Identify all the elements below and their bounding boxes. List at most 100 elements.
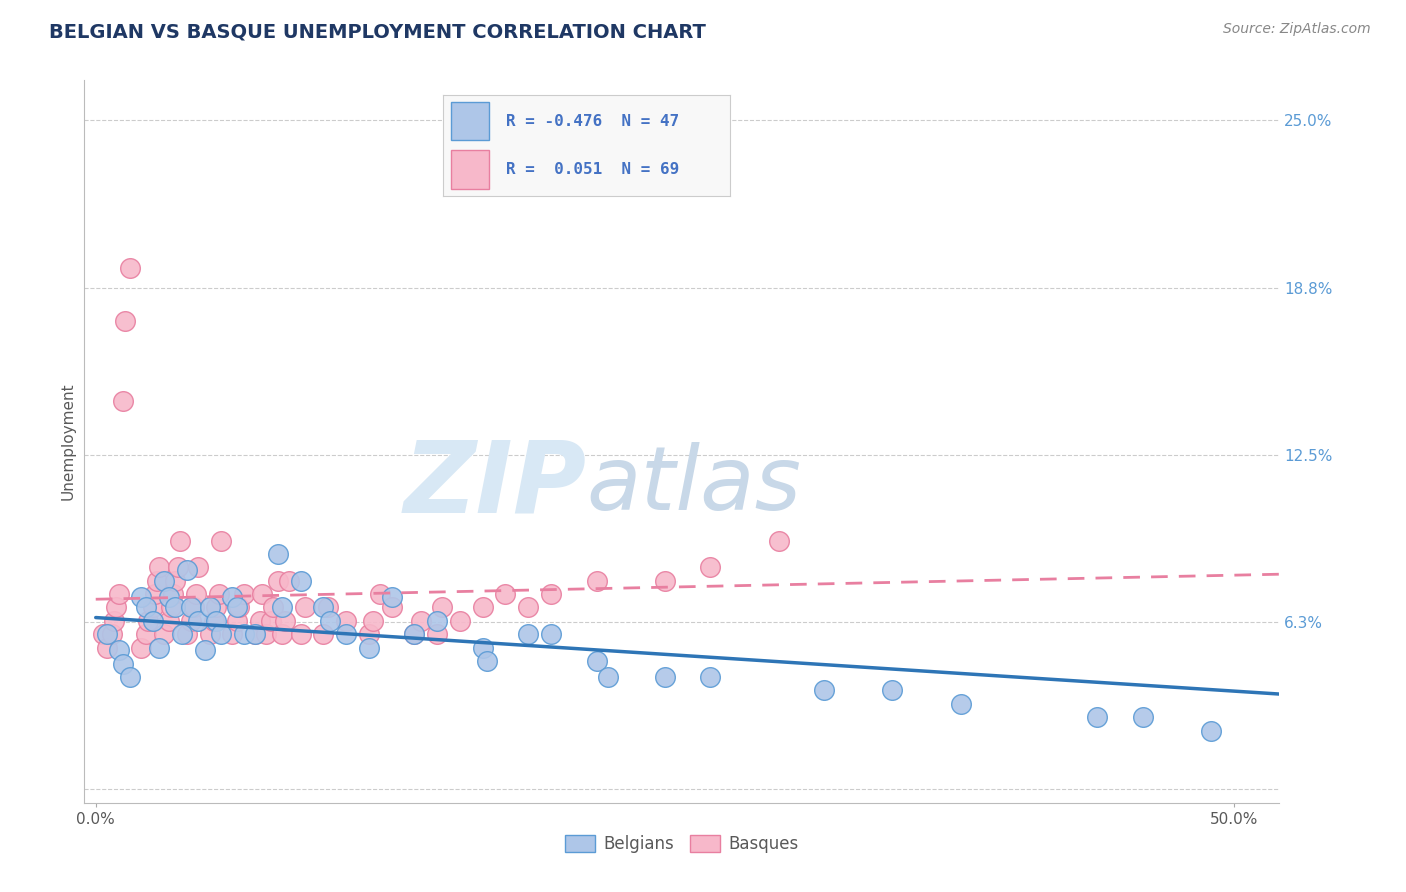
Point (260, 614, 283, 628)
Point (172, 627, 194, 641)
Point (699, 670, 721, 684)
Point (184, 587, 207, 601)
Point (813, 683, 835, 698)
Point (1199, 723, 1222, 738)
Point (103, 614, 125, 628)
Point (357, 640, 380, 655)
Point (165, 574, 187, 588)
Point (312, 600, 335, 615)
Point (157, 590, 180, 604)
Point (165, 600, 187, 615)
Point (471, 600, 494, 615)
Point (146, 574, 169, 588)
Point (271, 627, 294, 641)
Point (426, 614, 449, 628)
Point (225, 600, 247, 615)
Point (180, 614, 202, 628)
Point (1085, 710, 1108, 724)
Point (202, 614, 225, 628)
Point (267, 547, 290, 561)
Point (250, 587, 273, 601)
Point (249, 614, 271, 628)
Point (585, 654, 607, 668)
Point (517, 600, 540, 615)
Y-axis label: Unemployment: Unemployment (60, 383, 76, 500)
Point (148, 640, 170, 655)
Point (107, 643, 129, 657)
Point (198, 600, 221, 615)
Point (129, 640, 152, 655)
Point (205, 614, 228, 628)
Point (105, 600, 128, 615)
Point (176, 563, 198, 577)
Point (477, 654, 499, 668)
Point (118, 260, 141, 275)
Point (135, 627, 157, 641)
Point (335, 627, 357, 641)
Point (135, 600, 157, 615)
Point (1132, 710, 1154, 724)
Point (209, 627, 232, 641)
Point (278, 574, 301, 588)
Point (363, 614, 385, 628)
Point (112, 394, 135, 409)
Point (221, 627, 243, 641)
Point (187, 614, 209, 628)
Text: BELGIAN VS BASQUE UNEMPLOYMENT CORRELATION CHART: BELGIAN VS BASQUE UNEMPLOYMENT CORRELATI… (49, 22, 706, 41)
Point (768, 533, 790, 548)
Point (180, 600, 202, 615)
Point (142, 600, 165, 615)
Point (209, 533, 232, 548)
Point (129, 590, 152, 604)
Point (166, 560, 188, 574)
Point (232, 627, 254, 641)
Point (654, 574, 676, 588)
Point (256, 627, 278, 641)
Point (449, 614, 471, 628)
Point (221, 590, 243, 604)
Point (271, 600, 294, 615)
Point (169, 533, 191, 548)
Point (157, 614, 180, 628)
Point (381, 590, 404, 604)
Point (357, 627, 380, 641)
Point (198, 627, 221, 641)
Point (368, 587, 391, 601)
Point (243, 627, 266, 641)
Point (654, 670, 676, 684)
Point (208, 587, 231, 601)
Point (153, 574, 176, 588)
Point (699, 560, 721, 574)
Point (96, 627, 118, 641)
Point (585, 574, 607, 588)
Point (107, 587, 129, 601)
Point (312, 627, 335, 641)
Point (381, 600, 404, 615)
Text: ZIP: ZIP (404, 436, 586, 533)
Point (273, 614, 295, 628)
Point (205, 600, 228, 615)
Point (404, 627, 426, 641)
Point (228, 600, 250, 615)
Point (262, 600, 284, 615)
Text: atlas: atlas (586, 442, 801, 528)
Point (148, 560, 170, 574)
Point (162, 587, 184, 601)
Point (430, 600, 453, 615)
Point (187, 560, 209, 574)
Point (517, 627, 540, 641)
Point (596, 670, 619, 684)
Point (96, 640, 118, 655)
Point (495, 587, 517, 601)
Point (540, 587, 562, 601)
Point (176, 627, 198, 641)
Point (294, 600, 316, 615)
Point (316, 600, 339, 615)
Point (319, 614, 342, 628)
Point (100, 627, 122, 641)
Point (882, 683, 904, 698)
Point (153, 627, 176, 641)
Point (232, 587, 254, 601)
Point (290, 627, 312, 641)
Point (142, 614, 165, 628)
